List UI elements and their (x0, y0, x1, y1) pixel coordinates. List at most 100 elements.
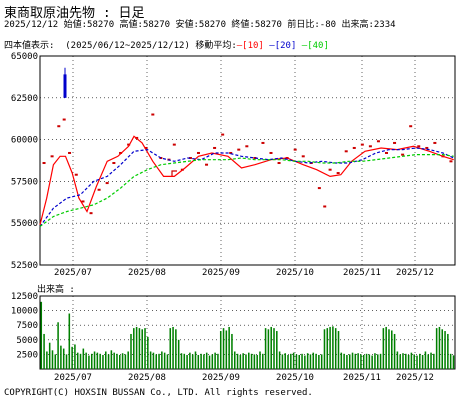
close-value: 58270 (254, 20, 282, 30)
candle-mark (409, 125, 413, 128)
candle-mark (229, 151, 233, 154)
volume-bar (371, 355, 373, 369)
candle-mark (344, 150, 348, 153)
volume-bar (79, 353, 82, 369)
candle-mark (205, 163, 209, 166)
volume-bar (149, 351, 152, 369)
candle-mark (196, 151, 200, 154)
volume-bar (228, 326, 230, 369)
volume-bar (175, 329, 177, 369)
volume-bar (110, 350, 113, 369)
volume-bar (295, 354, 298, 369)
volume-bar (135, 326, 138, 369)
legend-ma-40: —[40] (301, 41, 329, 51)
volume-x-tick-label: 2025/10 (276, 373, 314, 383)
volume-bar (452, 355, 455, 369)
volume-bar (270, 326, 272, 369)
volume-bar (219, 331, 222, 369)
candle-mark (352, 146, 356, 149)
candle-mark (417, 145, 421, 148)
volume-bar (304, 355, 306, 369)
ma-line-20 (39, 147, 454, 227)
ma-line-40 (39, 154, 454, 227)
candle-mark (433, 141, 437, 144)
volume-bar (290, 353, 292, 369)
volume-bar (421, 354, 424, 369)
volume-bar (298, 354, 301, 369)
volume-x-tick-label: 2025/07 (54, 373, 92, 383)
volume-bar (287, 354, 289, 369)
y-tick-label: 57500 (11, 177, 38, 187)
volume-bar (197, 354, 200, 369)
candle-mark (245, 145, 249, 148)
volume-bar (354, 353, 357, 369)
volume-bar (433, 353, 435, 369)
candle-mark (112, 162, 116, 165)
volume-bar (407, 354, 410, 369)
legend-ma-label: 移動平均: (195, 41, 237, 51)
volume-bar (438, 326, 441, 369)
volume-bar (256, 354, 258, 369)
volume-bar (242, 353, 244, 369)
candle-mark (449, 160, 453, 163)
volume-bar (301, 353, 303, 369)
volume-bar (166, 354, 169, 369)
candle-mark (74, 173, 78, 176)
candle-mark (42, 162, 46, 165)
volume-bar (427, 354, 430, 369)
volume-bar (284, 353, 286, 369)
volume-bar (46, 351, 48, 369)
volume-bar (233, 351, 236, 369)
volume-bar (130, 333, 132, 369)
volume-bar (416, 355, 418, 369)
candle-mark (376, 140, 380, 143)
volume-x-tick-label: 2025/12 (396, 373, 434, 383)
volume-bar (194, 351, 197, 369)
volume-bar (96, 352, 99, 369)
volume-bar (99, 353, 101, 369)
candle-mark (68, 151, 72, 154)
volume-bar (402, 353, 404, 369)
candle-mark (81, 200, 85, 203)
volume-bar (405, 353, 407, 369)
volume-bar (161, 351, 163, 369)
x-tick-label: 2025/12 (396, 268, 434, 278)
volume-bar (60, 345, 62, 369)
volume-bar (200, 353, 202, 369)
candle-mark (50, 155, 54, 158)
volume-bar (346, 354, 348, 369)
volume-bar (189, 352, 191, 369)
volume-bar (334, 328, 337, 369)
volume-bar (365, 353, 368, 369)
volume-bar (348, 354, 351, 369)
candle-mark (89, 212, 93, 215)
volume-y-tick-label: 2500 (16, 350, 38, 360)
candle-mark (213, 146, 217, 149)
volume-bar (158, 353, 160, 369)
volume-bar (155, 354, 158, 369)
volume-bar (329, 326, 331, 369)
volume-bar (253, 354, 256, 369)
volume-label: 出来高: (341, 20, 374, 30)
volume-bar (357, 353, 359, 369)
volume-bar (309, 354, 312, 369)
volume-x-tick-label: 2025/11 (343, 373, 381, 383)
volume-bar (410, 352, 413, 369)
volume-bar (205, 352, 208, 369)
volume-bar (374, 353, 376, 369)
volume-bar (351, 352, 354, 369)
volume-bar (152, 352, 155, 369)
volume-bar (444, 331, 446, 369)
volume-bar (393, 333, 396, 369)
volume-bar (74, 344, 76, 369)
volume-bar (343, 353, 345, 369)
volume-bar (340, 352, 343, 369)
volume-bar (281, 354, 284, 369)
volume-bar (113, 352, 115, 369)
volume-y-tick-label: 12500 (11, 292, 38, 302)
volume-bar (259, 351, 261, 369)
volume-bar (183, 353, 186, 369)
volume-bar (62, 348, 65, 369)
volume-bar (399, 354, 401, 369)
